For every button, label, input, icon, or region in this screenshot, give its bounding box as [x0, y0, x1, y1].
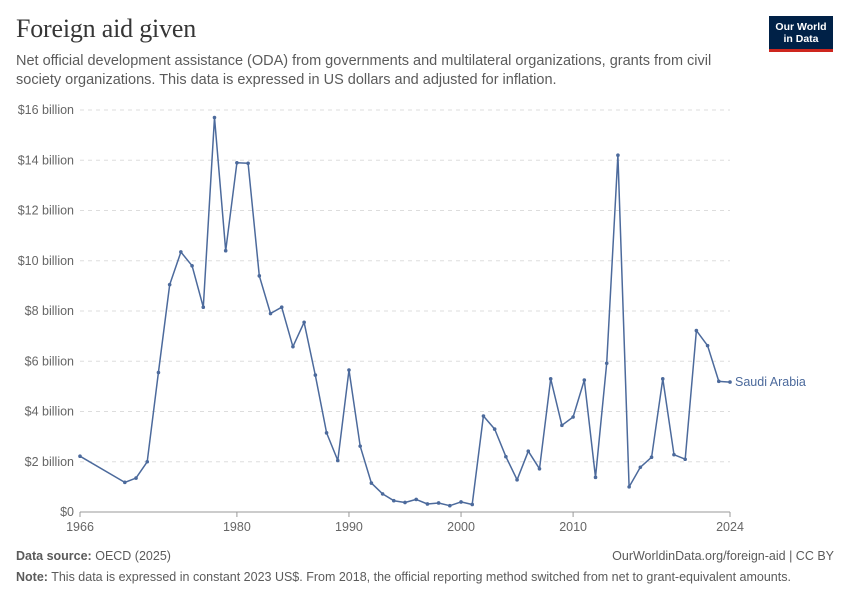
data-point[interactable]: [167, 282, 172, 287]
y-tick-label: $0: [60, 505, 74, 519]
data-point[interactable]: [235, 160, 239, 165]
x-tick-label: 2000: [447, 520, 475, 534]
data-point[interactable]: [257, 274, 262, 278]
data-point[interactable]: [190, 263, 194, 268]
data-point[interactable]: [78, 454, 82, 459]
data-point[interactable]: [302, 320, 306, 325]
data-point[interactable]: [470, 502, 475, 507]
data-point[interactable]: [560, 423, 564, 428]
data-point[interactable]: [593, 475, 598, 480]
data-point[interactable]: [548, 377, 553, 381]
data-point[interactable]: [380, 492, 385, 496]
data-source-value[interactable]: OECD (2025): [95, 549, 171, 563]
y-axis: $0 $2 billion $4 billion $6 billion $8 billi…: [18, 103, 74, 519]
chart-note: Note: This data is expressed in constant…: [16, 570, 791, 584]
y-tick-label: $4 billion: [25, 405, 74, 419]
data-point[interactable]: [156, 370, 161, 375]
data-point[interactable]: [212, 115, 217, 120]
x-tick-label: 1966: [66, 520, 94, 534]
data-point[interactable]: [134, 476, 138, 480]
chart-title: Foreign aid given: [16, 14, 197, 43]
data-point[interactable]: [291, 344, 295, 349]
data-source-label: Data source:: [16, 549, 92, 563]
series-line[interactable]: [79, 116, 731, 507]
note-value: This data is expressed in constant 2023 …: [51, 570, 791, 584]
y-tick-label: $6 billion: [25, 354, 74, 368]
y-tick-label: $2 billion: [25, 455, 74, 469]
credit-link[interactable]: OurWorldinData.org/foreign-aid | CC BY: [612, 549, 834, 563]
gridlines: [80, 109, 730, 463]
chart-subtitle: Net official development assistance (ODA…: [16, 53, 712, 88]
series-label[interactable]: Saudi Arabia: [735, 375, 806, 389]
data-point[interactable]: [358, 444, 362, 448]
data-point[interactable]: [369, 481, 374, 485]
data-point[interactable]: [582, 378, 587, 382]
line-chart: $0 $2 billion $4 billion $6 billion $8 billi…: [18, 103, 806, 534]
data-point[interactable]: [604, 361, 609, 366]
data-point[interactable]: [268, 311, 273, 316]
data-point[interactable]: [616, 153, 620, 158]
data-point[interactable]: [347, 368, 351, 372]
data-point[interactable]: [223, 248, 228, 253]
y-tick-label: $12 billion: [18, 204, 74, 218]
data-point[interactable]: [414, 497, 419, 502]
data-point[interactable]: [694, 328, 699, 333]
owid-logo[interactable]: Our World in Data: [769, 16, 833, 52]
data-source: Data source: OECD (2025): [16, 549, 171, 563]
data-point[interactable]: [459, 500, 463, 504]
logo-line-2: in Data: [783, 33, 819, 45]
data-point[interactable]: [716, 379, 721, 384]
y-tick-label: $16 billion: [18, 103, 74, 117]
x-tick-label: 2010: [559, 520, 587, 534]
data-point[interactable]: [324, 431, 329, 435]
x-tick-label: 2024: [716, 520, 744, 534]
data-point[interactable]: [436, 501, 441, 505]
data-point[interactable]: [481, 414, 486, 418]
data-point[interactable]: [246, 161, 250, 166]
data-point[interactable]: [279, 305, 284, 310]
data-point[interactable]: [571, 415, 575, 419]
data-point[interactable]: [515, 478, 519, 482]
data-point[interactable]: [448, 503, 452, 508]
data-point[interactable]: [425, 502, 430, 506]
data-point[interactable]: [672, 452, 676, 457]
data-point[interactable]: [179, 250, 183, 254]
x-tick-label: 1990: [335, 520, 363, 534]
y-tick-label: $14 billion: [18, 153, 74, 167]
data-point[interactable]: [391, 498, 396, 503]
data-point[interactable]: [123, 480, 127, 485]
x-axis: 1966 1980 1990 2000 2010 2024: [66, 511, 744, 534]
data-point[interactable]: [492, 427, 497, 431]
y-tick-label: $8 billion: [25, 304, 74, 318]
data-point[interactable]: [313, 373, 318, 377]
data-point[interactable]: [638, 465, 643, 470]
data-point[interactable]: [649, 455, 654, 460]
data-point[interactable]: [705, 343, 710, 348]
data-point[interactable]: [627, 485, 631, 489]
data-point[interactable]: [526, 449, 531, 453]
data-point[interactable]: [728, 380, 732, 384]
data-point[interactable]: [201, 305, 206, 310]
note-label: Note:: [16, 570, 48, 584]
data-point[interactable]: [403, 500, 407, 505]
data-point[interactable]: [335, 458, 340, 463]
x-tick-label: 1980: [223, 520, 251, 534]
data-point[interactable]: [145, 459, 150, 464]
logo-line-1: Our World: [775, 21, 827, 33]
data-point[interactable]: [683, 457, 687, 462]
series-layer: Saudi Arabia: [78, 115, 806, 508]
y-tick-label: $10 billion: [18, 254, 74, 268]
data-point[interactable]: [537, 466, 542, 471]
data-point[interactable]: [660, 377, 665, 381]
data-point[interactable]: [504, 454, 508, 459]
